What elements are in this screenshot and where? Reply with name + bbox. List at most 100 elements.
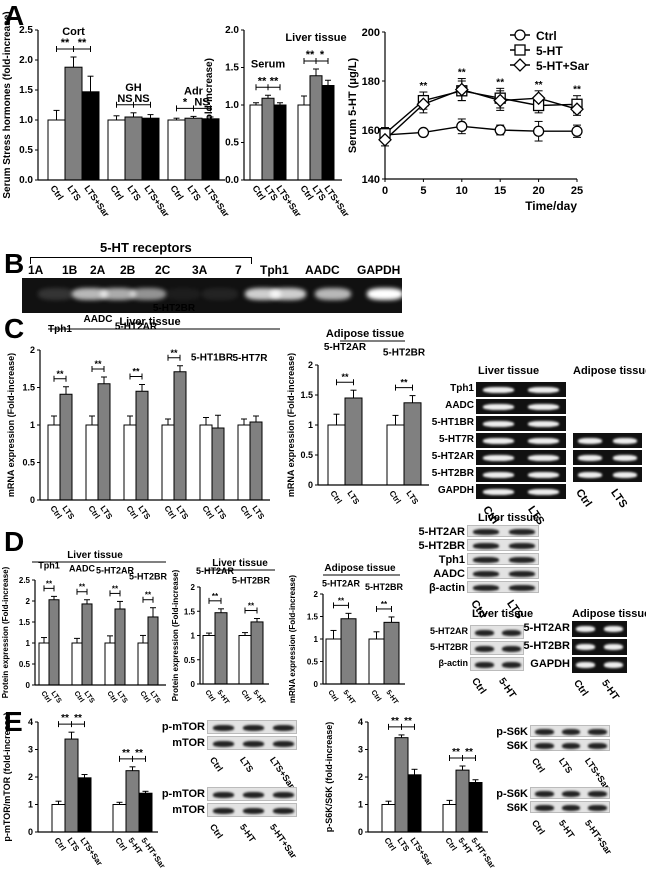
gel-lane-label: 7 — [235, 263, 242, 277]
svg-text:0.5: 0.5 — [225, 138, 239, 149]
blot-row-label: 5-HT2AR — [418, 526, 465, 538]
svg-text:1: 1 — [358, 800, 363, 810]
svg-text:25: 25 — [571, 185, 583, 197]
svg-text:5-HT2BR: 5-HT2BR — [232, 576, 271, 586]
svg-text:5-HT+Sar: 5-HT+Sar — [469, 836, 497, 870]
svg-text:5-HT2AR: 5-HT2AR — [322, 578, 361, 588]
svg-text:LTS+Sar: LTS+Sar — [78, 836, 104, 867]
svg-text:Ctrl: Ctrl — [387, 489, 402, 505]
svg-text:2: 2 — [26, 597, 31, 606]
svg-text:Ctrl: Ctrl — [443, 836, 458, 852]
blot-title: Adipose tissue — [572, 608, 646, 620]
svg-text:1: 1 — [314, 635, 319, 644]
svg-text:Adipose tissue: Adipose tissue — [324, 563, 396, 574]
blot-title: Liver tissue — [478, 512, 540, 524]
svg-text:**: ** — [46, 579, 53, 588]
blot-row-label: 5-HT7R — [438, 434, 474, 445]
svg-text:Adipose tissue: Adipose tissue — [326, 328, 404, 340]
svg-text:Ctrl: Ctrl — [203, 689, 216, 703]
blot-row-label: Tph1 — [450, 383, 474, 394]
svg-text:Ctrl: Ctrl — [113, 836, 128, 852]
svg-text:140: 140 — [362, 174, 380, 186]
svg-text:1.5: 1.5 — [19, 618, 31, 627]
chart-liver-mrna: 0 0.5 1 1.5 2 mRNA expression (Fold-increase)… — [6, 303, 280, 522]
svg-text:**: ** — [404, 716, 412, 727]
svg-text:1: 1 — [308, 420, 313, 430]
blot-lane-label: Ctrl — [571, 678, 591, 699]
svg-text:NS: NS — [117, 93, 132, 105]
svg-text:5-HT: 5-HT — [215, 689, 230, 706]
blot-row-label: GAPDH — [437, 485, 474, 496]
blot-title: Adipose tissue — [573, 365, 646, 377]
svg-text:LTS: LTS — [125, 183, 143, 202]
blot-row-label: p-S6K — [496, 788, 528, 800]
svg-text:**: ** — [56, 369, 64, 379]
svg-text:**: ** — [258, 75, 267, 87]
svg-text:4: 4 — [28, 717, 33, 727]
svg-text:**: ** — [341, 372, 349, 382]
chart-adipose-mrna-5ht: 0 0.5 1 1.5 2 mRNA expression (Fold-increase)… — [288, 563, 405, 706]
svg-text:**: ** — [145, 591, 152, 600]
svg-text:Liver tissue: Liver tissue — [67, 550, 123, 561]
blot-row-label: GAPDH — [530, 658, 570, 670]
svg-text:**: ** — [306, 49, 315, 61]
svg-text:Ctrl: Ctrl — [200, 504, 215, 520]
svg-text:**: ** — [112, 584, 119, 593]
svg-text:5-HT: 5-HT — [536, 44, 563, 58]
svg-text:Cort: Cort — [62, 26, 85, 38]
svg-text:0.0: 0.0 — [225, 175, 239, 186]
svg-text:0: 0 — [382, 185, 388, 197]
svg-text:**: ** — [78, 37, 87, 49]
svg-text:Adr: Adr — [184, 85, 204, 97]
svg-text:2: 2 — [28, 772, 33, 782]
gel-header: 5-HT receptors — [100, 240, 192, 255]
svg-text:**: ** — [391, 716, 399, 727]
svg-text:5-HT2BR: 5-HT2BR — [383, 348, 426, 359]
svg-text:Ctrl: Ctrl — [238, 504, 253, 520]
svg-text:**: ** — [270, 75, 279, 87]
svg-text:5-HT2AR: 5-HT2AR — [324, 342, 367, 353]
svg-text:**: ** — [400, 378, 408, 388]
svg-text:0.5: 0.5 — [300, 450, 313, 460]
svg-text:2: 2 — [358, 772, 363, 782]
svg-text:Ctrl: Ctrl — [328, 489, 343, 505]
panel-label-b: B — [4, 248, 25, 279]
blot-row-label: 5-HT2AR — [523, 622, 570, 634]
panel-label-d: D — [4, 526, 25, 557]
blot-row-label: mTOR — [172, 804, 205, 816]
svg-text:200: 200 — [362, 27, 380, 39]
svg-text:2.5: 2.5 — [19, 25, 33, 36]
svg-text:Serum Stress hormones (fold-in: Serum Stress hormones (fold-increase) — [2, 11, 13, 198]
blot-title: Liver tissue — [478, 365, 540, 377]
svg-text:**: ** — [465, 747, 473, 758]
blot-lane-label: 5-HT — [556, 818, 577, 841]
svg-text:**: ** — [458, 68, 466, 79]
blot-row-label: 5-HT2BR — [523, 640, 570, 652]
svg-text:4: 4 — [358, 717, 363, 727]
chart-liver-protein: 0 0.5 1 1.5 2 2.5 Protein expression (Fold-inc… — [1, 550, 167, 705]
chart-adipose-mrna: 0 0.5 1 1.5 2 mRNA expression (Fold-increase)… — [286, 328, 429, 507]
svg-text:mRNA expression (Fold-increase: mRNA expression (Fold-increase) — [288, 575, 297, 704]
panel-label-c: C — [4, 313, 25, 344]
svg-text:180: 180 — [362, 76, 380, 88]
svg-text:1.0: 1.0 — [19, 115, 33, 126]
svg-text:LTS: LTS — [65, 836, 81, 854]
blot-lane-label: LTS+Sar — [267, 755, 297, 791]
chart-liver-protein-5ht: 0 0.5 1 1.5 2 Protein expression (Fold-increa… — [171, 558, 275, 706]
svg-text:Protein expression (Fold-incre: Protein expression (Fold-increase) — [1, 566, 10, 698]
blot-row-label: AADC — [433, 568, 465, 580]
blot-row-label: 5-HT2BR — [418, 540, 465, 552]
blot-row-label: β-actin — [428, 582, 465, 594]
svg-text:**: ** — [135, 748, 143, 759]
svg-text:5-HT2AR: 5-HT2AR — [115, 322, 158, 333]
gel-lane-label: 1B — [62, 263, 78, 277]
svg-text:**: ** — [452, 747, 460, 758]
svg-text:LTS+Sar: LTS+Sar — [322, 183, 351, 219]
svg-text:NS: NS — [194, 96, 209, 108]
blot-row-label: Tph1 — [438, 554, 465, 566]
svg-text:p-S6K/S6K (fold-increase): p-S6K/S6K (fold-increase) — [324, 722, 334, 833]
blot-lane-label: Ctrl — [573, 487, 595, 510]
svg-text:5-HT: 5-HT — [251, 689, 266, 706]
svg-text:**: ** — [573, 85, 581, 96]
svg-text:5-HT2AR: 5-HT2AR — [196, 566, 235, 576]
